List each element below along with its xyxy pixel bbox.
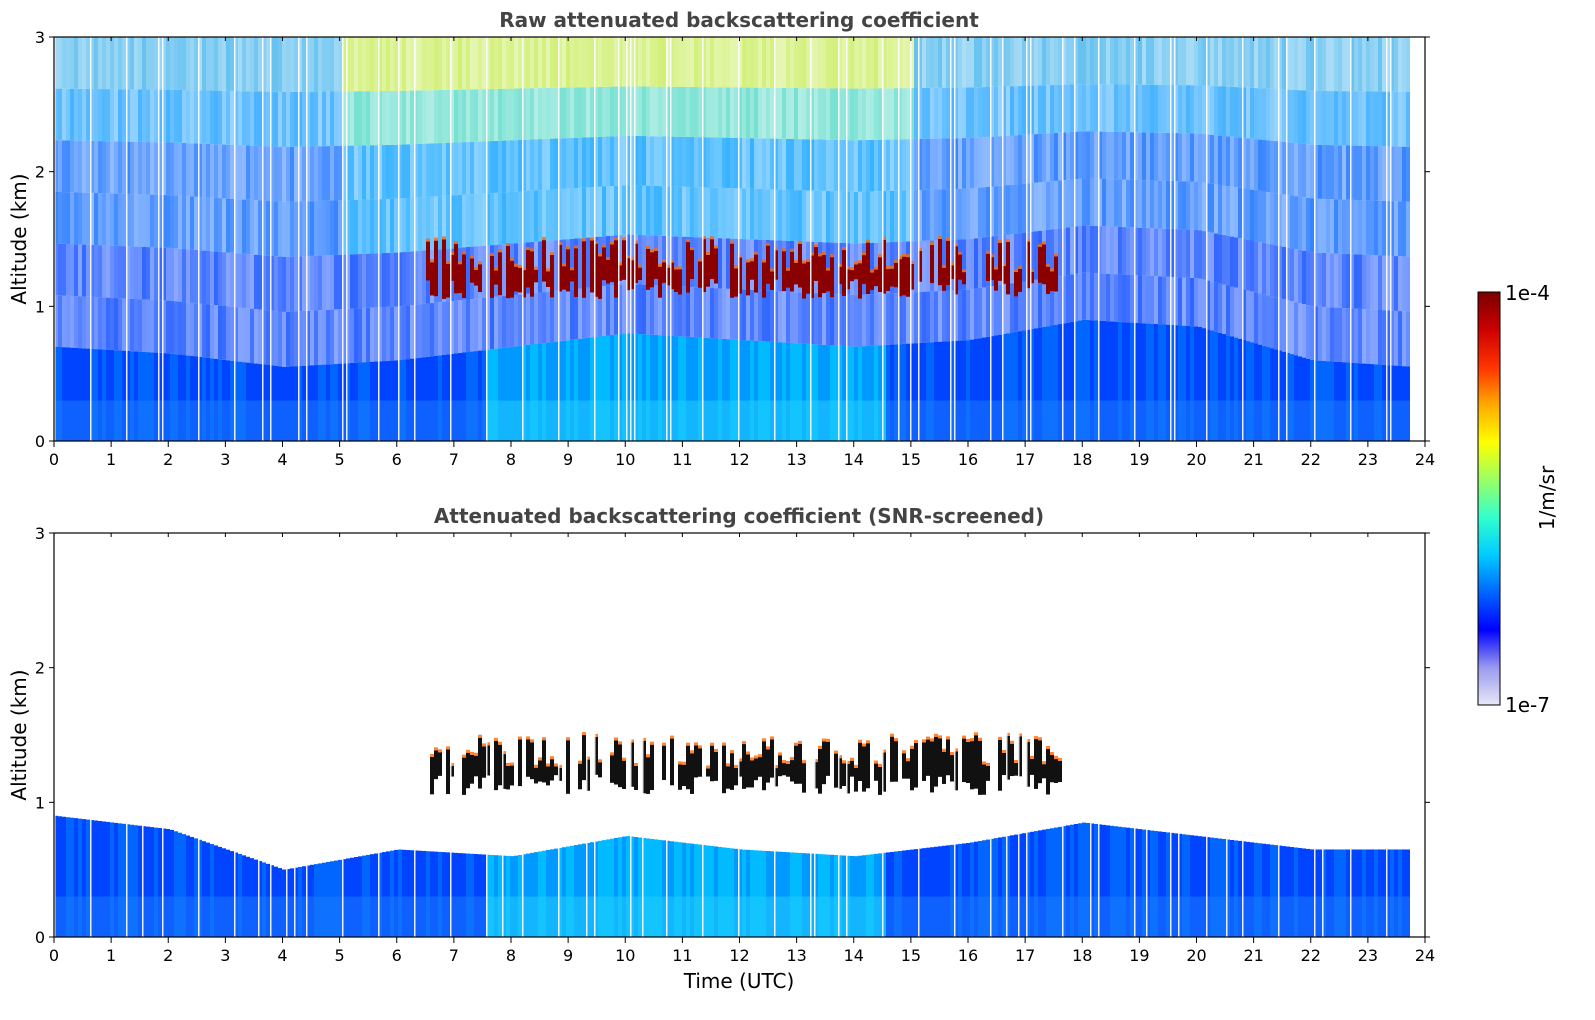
x-tick-label: 7 bbox=[449, 450, 459, 469]
x-tick-label: 6 bbox=[392, 946, 402, 965]
x-tick-label: 22 bbox=[1301, 450, 1321, 469]
x-tick-label: 4 bbox=[277, 946, 287, 965]
x-tick-label: 10 bbox=[615, 450, 635, 469]
x-tick-label: 13 bbox=[786, 450, 806, 469]
x-tick-label: 12 bbox=[729, 450, 749, 469]
x-tick-label: 12 bbox=[729, 946, 749, 965]
y-tick-label: 3 bbox=[35, 28, 45, 47]
x-tick-label: 8 bbox=[506, 946, 516, 965]
x-tick-label: 1 bbox=[106, 946, 116, 965]
raw-y-ticks: 0 1 2 3 bbox=[35, 28, 1430, 451]
x-tick-label: 18 bbox=[1072, 450, 1092, 469]
x-tick-label: 21 bbox=[1243, 450, 1263, 469]
y-tick-label: 3 bbox=[35, 524, 45, 543]
colorbar-gradient bbox=[1477, 291, 1501, 706]
x-tick-label: 17 bbox=[1015, 450, 1035, 469]
x-tick-label: 2 bbox=[163, 946, 173, 965]
snr-axes-frame bbox=[53, 532, 1426, 938]
y-tick-label: 1 bbox=[35, 297, 45, 316]
x-tick-label: 23 bbox=[1358, 450, 1378, 469]
raw-backscatter-field bbox=[54, 37, 1410, 441]
x-tick-label: 2 bbox=[163, 450, 173, 469]
raw-x-ticks: 0 1 2 3 4 5 6 7 8 9 10 11 12 13 14 15 16 17 18 19 20 21 22 23 24 bbox=[49, 37, 1435, 469]
x-tick-label: 1 bbox=[106, 450, 116, 469]
snr-y-ticks: 0 1 2 3 bbox=[35, 524, 1430, 947]
x-tick-label: 8 bbox=[506, 450, 516, 469]
x-tick-label: 23 bbox=[1358, 946, 1378, 965]
x-tick-label: 14 bbox=[844, 450, 864, 469]
y-tick-label: 0 bbox=[35, 928, 45, 947]
snr-y-axis-label: Altitude (km) bbox=[7, 669, 31, 800]
x-tick-label: 6 bbox=[392, 450, 402, 469]
x-tick-label: 15 bbox=[901, 450, 921, 469]
x-tick-label: 9 bbox=[563, 450, 573, 469]
x-tick-label: 20 bbox=[1186, 450, 1206, 469]
x-tick-label: 22 bbox=[1301, 946, 1321, 965]
x-tick-label: 13 bbox=[786, 946, 806, 965]
x-axis-label: Time (UTC) bbox=[683, 969, 795, 993]
snr-backscatter-field bbox=[54, 533, 1410, 937]
y-tick-label: 1 bbox=[35, 793, 45, 812]
x-tick-label: 4 bbox=[277, 450, 287, 469]
x-tick-label: 19 bbox=[1129, 450, 1149, 469]
colorbar-max-label: 1e-4 bbox=[1505, 281, 1550, 305]
x-tick-label: 24 bbox=[1415, 450, 1435, 469]
raw-panel-title: Raw attenuated backscattering coefficien… bbox=[499, 8, 979, 32]
x-tick-label: 24 bbox=[1415, 946, 1435, 965]
x-tick-label: 0 bbox=[49, 450, 59, 469]
x-tick-label: 17 bbox=[1015, 946, 1035, 965]
y-tick-label: 2 bbox=[35, 659, 45, 678]
x-tick-label: 5 bbox=[335, 946, 345, 965]
x-tick-label: 3 bbox=[220, 450, 230, 469]
x-tick-label: 0 bbox=[49, 946, 59, 965]
x-tick-label: 11 bbox=[672, 946, 692, 965]
raw-axes-frame bbox=[53, 36, 1426, 442]
colorbar-unit-label: 1/m/sr bbox=[1535, 465, 1559, 530]
x-tick-label: 10 bbox=[615, 946, 635, 965]
x-tick-label: 18 bbox=[1072, 946, 1092, 965]
snr-screened-panel: Attenuated backscattering coefficient (S… bbox=[7, 504, 1435, 993]
raw-y-axis-label: Altitude (km) bbox=[7, 173, 31, 304]
x-tick-label: 21 bbox=[1243, 946, 1263, 965]
x-tick-label: 7 bbox=[449, 946, 459, 965]
snr-panel-title: Attenuated backscattering coefficient (S… bbox=[434, 504, 1044, 528]
y-tick-label: 2 bbox=[35, 163, 45, 182]
x-tick-label: 5 bbox=[335, 450, 345, 469]
x-tick-label: 16 bbox=[958, 450, 978, 469]
x-tick-label: 11 bbox=[672, 450, 692, 469]
x-tick-label: 20 bbox=[1186, 946, 1206, 965]
x-tick-label: 16 bbox=[958, 946, 978, 965]
raw-backscatter-panel: Raw attenuated backscattering coefficien… bbox=[7, 8, 1435, 469]
snr-x-ticks: 0 1 2 3 4 5 6 7 8 9 10 11 12 13 14 15 16 17 18 19 20 21 22 23 24 bbox=[49, 533, 1435, 965]
x-tick-label: 9 bbox=[563, 946, 573, 965]
colorbar-min-label: 1e-7 bbox=[1505, 693, 1550, 717]
x-tick-label: 19 bbox=[1129, 946, 1149, 965]
x-tick-label: 14 bbox=[844, 946, 864, 965]
colorbar: 1e-4 1e-7 1/m/sr bbox=[1477, 281, 1559, 717]
x-tick-label: 3 bbox=[220, 946, 230, 965]
y-tick-label: 0 bbox=[35, 432, 45, 451]
x-tick-label: 15 bbox=[901, 946, 921, 965]
